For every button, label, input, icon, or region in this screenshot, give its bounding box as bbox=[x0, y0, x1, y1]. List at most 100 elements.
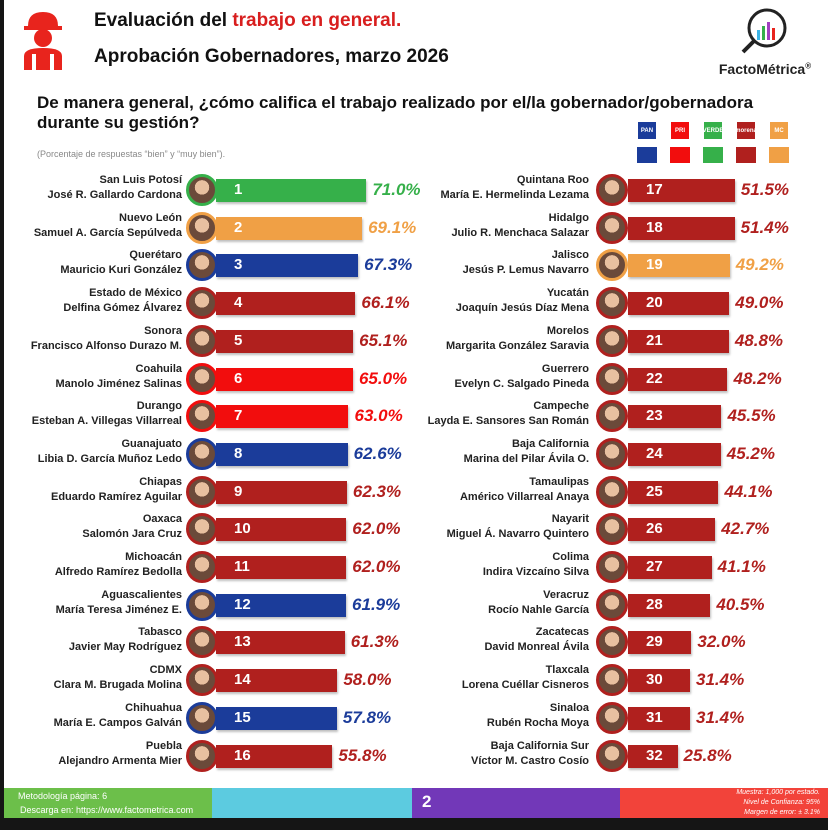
bar-row: Coahuila Manolo Jiménez Salinas 6 65.0% bbox=[4, 361, 824, 395]
bar bbox=[628, 593, 711, 617]
rank-label: 20 bbox=[646, 294, 663, 312]
governor-label: Morelos Margarita González Saravia bbox=[445, 324, 589, 352]
rank-label: 6 bbox=[234, 369, 243, 387]
page-number: 2 bbox=[422, 792, 432, 811]
governor-label: Tlaxcala Lorena Cuéllar Cisneros bbox=[461, 664, 589, 692]
bar bbox=[216, 631, 345, 655]
value-label: 31.4% bbox=[696, 670, 745, 690]
rank-label: 1 bbox=[234, 181, 243, 198]
bar-row: Baja California Marina del Pilar Ávila O.… bbox=[4, 436, 824, 470]
bar bbox=[628, 442, 721, 466]
legend-swatch bbox=[736, 147, 756, 163]
bar bbox=[216, 442, 348, 466]
legend-swatch bbox=[703, 147, 723, 163]
infographic: Evaluación del trabajo en general. Aprob… bbox=[4, 0, 828, 818]
party-legend: PAN PRI VERDE morena MC bbox=[636, 122, 790, 163]
bar-row: Tabasco Javier May Rodríguez 13 61.3% bbox=[4, 624, 824, 659]
party-logo-icon: PAN bbox=[638, 122, 656, 139]
governor-photo bbox=[596, 174, 628, 206]
governor-label: Tabasco Javier May Rodríguez bbox=[68, 626, 182, 654]
bar-row: Colima Indira Vizcaíno Silva 27 41.1% bbox=[4, 549, 824, 583]
rank-label: 15 bbox=[234, 708, 251, 726]
rank-label: 27 bbox=[646, 558, 663, 575]
rank-label: 18 bbox=[646, 218, 663, 236]
governor-photo bbox=[596, 664, 628, 697]
governor-photo bbox=[596, 588, 628, 621]
bar bbox=[216, 254, 359, 278]
bar-row: Puebla Alejandro Armenta Mier 16 55.8% bbox=[4, 738, 824, 772]
rank-label: 17 bbox=[646, 181, 663, 198]
bar bbox=[216, 216, 363, 240]
value-label: 51.4% bbox=[740, 217, 789, 237]
value-label: 41.1% bbox=[717, 557, 766, 576]
bar bbox=[628, 480, 719, 504]
rank-label: 5 bbox=[234, 331, 243, 349]
governor-label: Aguascalientes María Teresa Jiménez E. bbox=[55, 588, 182, 616]
value-label: 57.8% bbox=[342, 707, 392, 727]
title-highlight: trabajo en general. bbox=[232, 10, 402, 31]
value-label: 48.8% bbox=[734, 330, 784, 350]
governor-photo bbox=[596, 475, 628, 508]
rank-label: 11 bbox=[234, 558, 250, 575]
value-label: 62.6% bbox=[353, 443, 402, 463]
bar bbox=[216, 518, 347, 542]
governor-label: Sinaloa Rubén Rocha Moya bbox=[486, 701, 589, 729]
rank-label: 26 bbox=[646, 520, 663, 538]
bar-row: Jalisco Jesús P. Lemus Navarro 19 49.2% bbox=[4, 247, 824, 282]
bar bbox=[216, 329, 354, 353]
legend-item-pri: PRI bbox=[669, 122, 691, 163]
governor-label: Zacatecas David Monreal Ávila bbox=[484, 626, 589, 654]
bar bbox=[628, 744, 678, 768]
value-label: 40.5% bbox=[716, 594, 765, 614]
governor-photo bbox=[186, 664, 218, 697]
value-label: 45.2% bbox=[726, 443, 775, 463]
rank-label: 25 bbox=[646, 482, 663, 500]
rank-label: 9 bbox=[234, 482, 243, 500]
bar bbox=[216, 292, 356, 316]
governor-photo bbox=[186, 400, 218, 433]
bar-row: Zacatecas David Monreal Ávila 29 32.0% bbox=[4, 624, 824, 659]
value-label: 42.7% bbox=[721, 519, 770, 539]
rank-label: 24 bbox=[646, 444, 663, 462]
bar bbox=[628, 254, 730, 278]
governor-label: CDMX Clara M. Brugada Molina bbox=[53, 664, 182, 692]
bar bbox=[628, 179, 735, 202]
governor-photo bbox=[186, 324, 218, 357]
rank-label: 28 bbox=[646, 595, 663, 613]
governor-label: Michoacán Alfredo Ramírez Bedolla bbox=[54, 551, 182, 578]
governor-label: San Luis Potosí José R. Gallardo Cardona bbox=[47, 174, 182, 201]
value-label: 71.0% bbox=[372, 180, 421, 199]
value-label: 58.0% bbox=[343, 670, 392, 690]
governor-photo bbox=[186, 588, 218, 621]
rank-label: 22 bbox=[646, 369, 663, 387]
value-label: 62.0% bbox=[352, 557, 401, 576]
bar-row: Tlaxcala Lorena Cuéllar Cisneros 30 31.4% bbox=[4, 662, 824, 697]
governor-photo bbox=[596, 701, 628, 734]
rank-label: 4 bbox=[234, 294, 243, 312]
legend-item-pan: PAN bbox=[636, 122, 658, 163]
governor-label: Tamaulipas Américo Villarreal Anaya bbox=[459, 475, 589, 503]
question: De manera general, ¿cómo califica el tra… bbox=[37, 93, 754, 132]
bar bbox=[628, 669, 691, 693]
value-label: 31.4% bbox=[696, 707, 745, 727]
legend-item-verde: VERDE bbox=[702, 122, 724, 163]
bar bbox=[216, 744, 333, 768]
bar bbox=[216, 367, 353, 391]
governor-photo bbox=[186, 437, 218, 470]
legend-swatch bbox=[670, 147, 690, 163]
value-label: 69.1% bbox=[368, 217, 417, 237]
value-label: 32.0% bbox=[697, 632, 746, 652]
governor-label: Oaxaca Salomón Jara Cruz bbox=[82, 513, 182, 541]
governor-label: Querétaro Mauricio Kuri González bbox=[60, 249, 182, 277]
governor-photo bbox=[596, 551, 628, 583]
value-label: 61.9% bbox=[352, 594, 401, 614]
rank-label: 8 bbox=[234, 444, 243, 462]
download-link[interactable]: https://www.factometrica.com bbox=[76, 805, 194, 815]
legend-swatch bbox=[769, 147, 789, 163]
party-logo-icon: morena bbox=[735, 122, 757, 139]
governor-photo bbox=[186, 287, 218, 320]
governor-label: Nuevo León Samuel A. García Sepúlveda bbox=[33, 211, 182, 239]
bar-row: Durango Esteban A. Villegas Villarreal 7 … bbox=[4, 398, 824, 433]
bar-row: Oaxaca Salomón Jara Cruz 10 62.0% bbox=[4, 511, 824, 546]
bar bbox=[628, 367, 728, 391]
